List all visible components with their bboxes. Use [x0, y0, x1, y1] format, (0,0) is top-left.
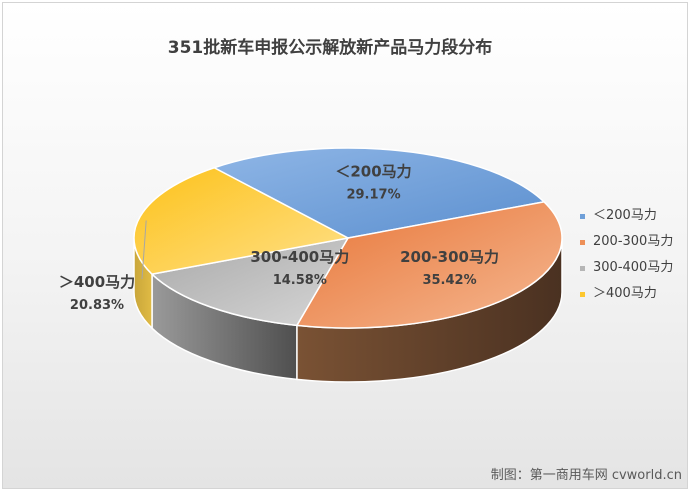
legend-swatch: [580, 239, 585, 245]
legend-item: 300-400马力: [574, 255, 686, 281]
leader-line: [141, 220, 147, 280]
pie-slice-2: [150, 236, 350, 327]
legend-swatch: [580, 265, 585, 271]
pie-slice-0: [212, 147, 546, 239]
slice-label-category-1: 200-300马力: [400, 248, 499, 266]
legend-swatch: [580, 291, 585, 297]
slice-label-value-2: 14.58%: [273, 273, 327, 288]
slice-label-category-2: 300-400马力: [250, 248, 349, 266]
slice-label-category-0: ＜200马力: [335, 162, 411, 180]
chart-title: 351批新车申报公示解放新产品马力段分布: [167, 38, 493, 58]
legend-item: ＞400马力: [574, 281, 686, 307]
legend: ＜200马力 200-300马力 300-400马力 ＞400马力: [574, 203, 686, 307]
slice-label-value-3: 20.83%: [70, 298, 124, 313]
pie-slice-1: [295, 201, 563, 329]
slice-label-value-1: 35.42%: [422, 273, 476, 288]
legend-label: ＜200马力: [593, 208, 657, 223]
legend-label: ＞400马力: [593, 286, 657, 301]
credit-text: 制图：第一商用车网 cvworld.cn: [490, 468, 682, 483]
slice-label-category-3: ＞400马力: [59, 273, 135, 291]
slice-label-value-0: 29.17%: [346, 187, 400, 202]
legend-swatch: [580, 213, 585, 219]
legend-item: ＜200马力: [574, 203, 686, 229]
pie-slice-3: [133, 166, 351, 275]
legend-item: 200-300马力: [574, 229, 686, 255]
legend-label: 300-400马力: [593, 260, 674, 275]
legend-label: 200-300马力: [593, 234, 674, 249]
